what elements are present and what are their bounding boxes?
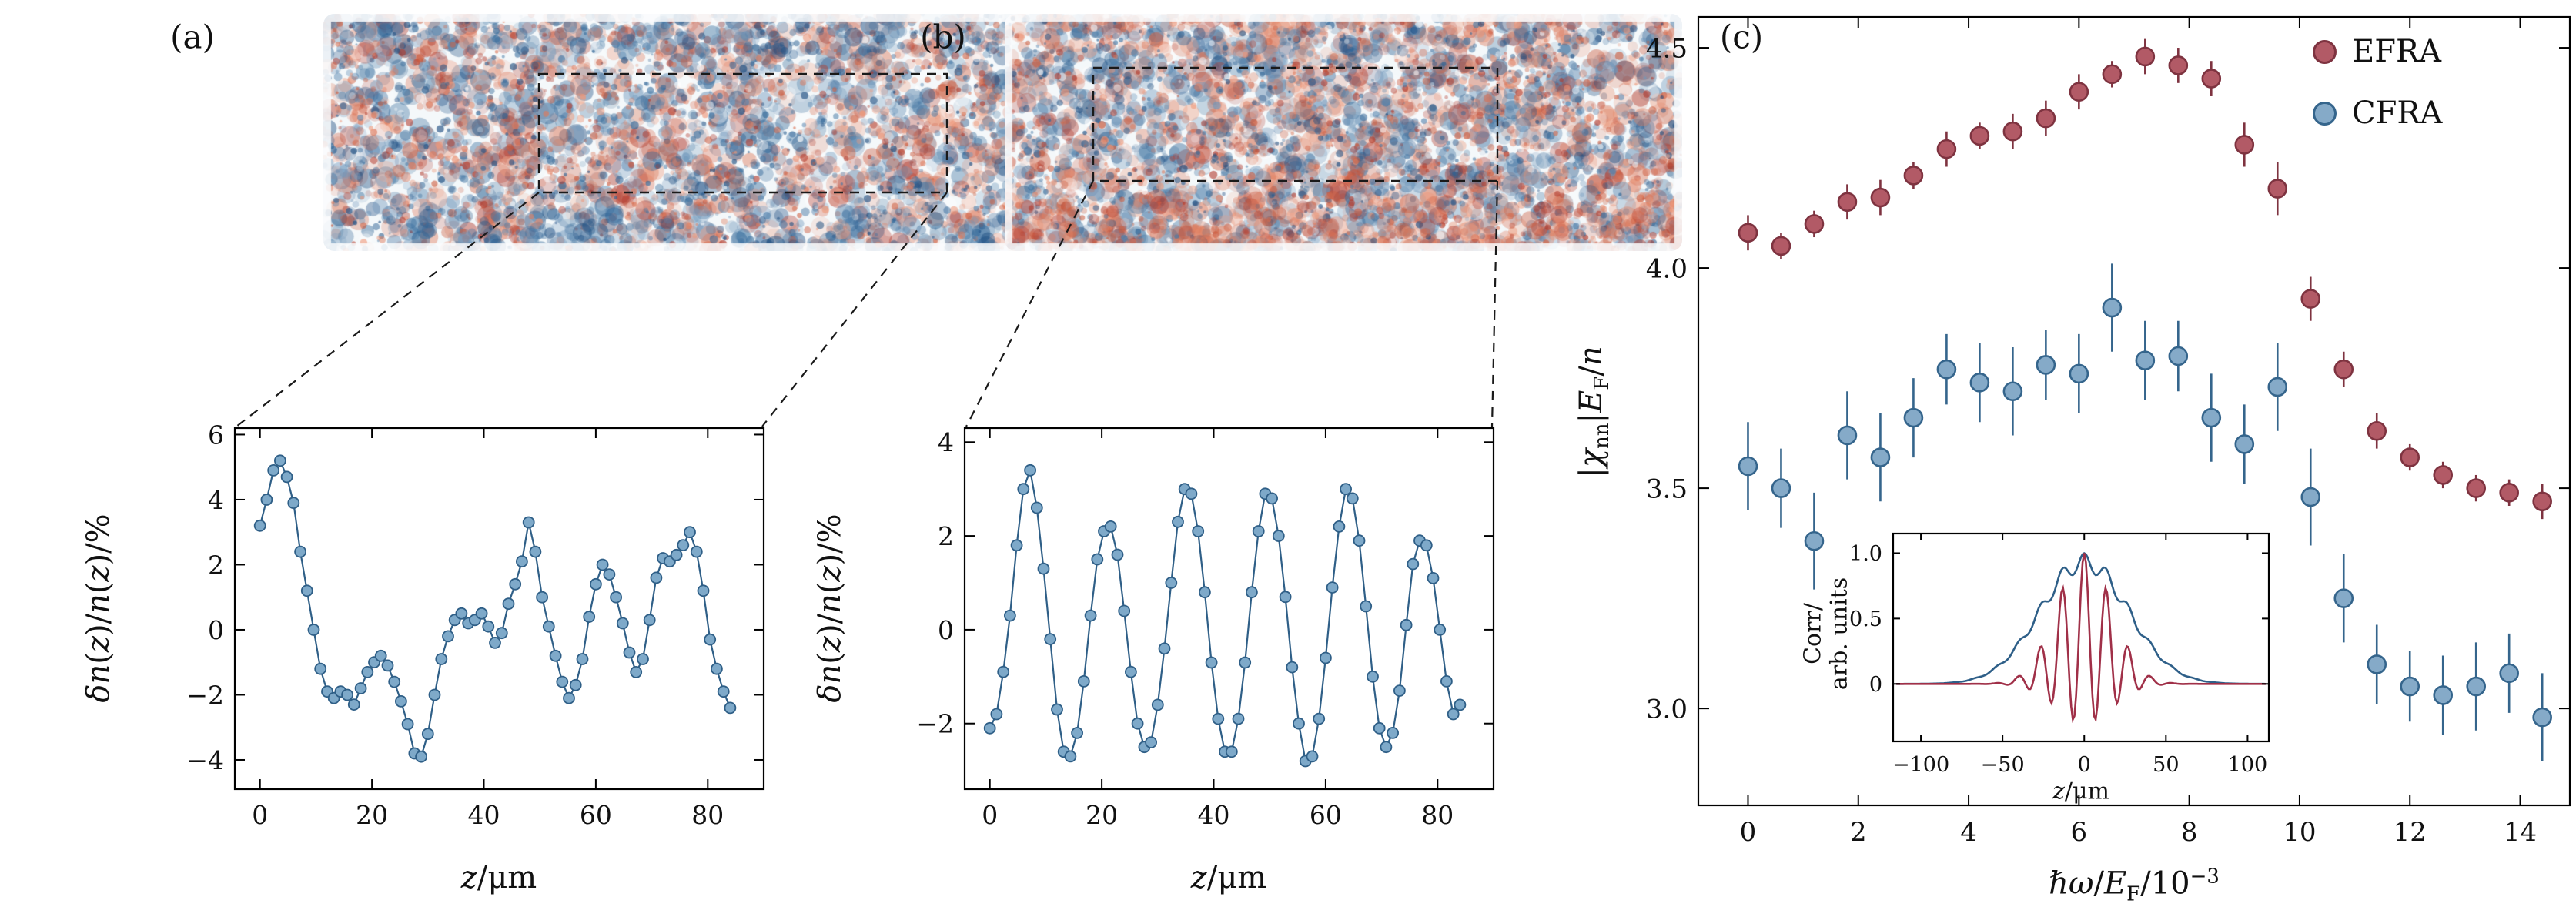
chart-a: 0 20 40 60 80 −4 −2 0 2 4 6 bbox=[186, 420, 765, 830]
legend-label-efra: EFRA bbox=[2352, 34, 2441, 69]
y-tick-label: 1.0 bbox=[1849, 542, 1882, 566]
chart-c-ylabel: |χnn|EF/n bbox=[1574, 346, 1614, 478]
series-a bbox=[253, 454, 737, 763]
series-b bbox=[983, 464, 1467, 768]
y-tick-label: 6 bbox=[208, 420, 224, 450]
axes-frame: −100 −50 0 50 100 0 0.5 1.0 bbox=[1849, 532, 2270, 777]
x-tick-label: 0 bbox=[252, 800, 268, 830]
density-fluctuation-image-a bbox=[323, 14, 1116, 251]
x-tick-label: 2 bbox=[1850, 817, 1867, 848]
zoom-region-rect-a bbox=[537, 72, 948, 194]
density-fluctuation-image-b bbox=[1005, 14, 1682, 251]
x-tick-label: 50 bbox=[2153, 753, 2179, 777]
chart-b-xlabel: z/μm bbox=[1190, 860, 1267, 895]
x-tick-label: 0 bbox=[982, 800, 998, 830]
x-tick-label: −100 bbox=[1892, 753, 1949, 777]
connector-line-a-left bbox=[236, 192, 540, 427]
legend-marker-cfra bbox=[2313, 101, 2337, 126]
chart-b-ylabel: δn(z)/n(z)/% bbox=[812, 514, 848, 703]
inset-xlabel: z/μm bbox=[2052, 778, 2109, 805]
connector-line-a-right bbox=[761, 192, 948, 427]
legend-label-cfra: CFRA bbox=[2352, 95, 2443, 131]
y-tick-label: −2 bbox=[916, 709, 954, 739]
y-tick-label: 0 bbox=[938, 615, 954, 645]
y-tick-label: 3.0 bbox=[1646, 694, 1688, 725]
x-tick-label: 14 bbox=[2504, 817, 2537, 848]
x-tick-label: 12 bbox=[2394, 817, 2427, 848]
inset-curve bbox=[1896, 553, 2266, 724]
x-tick-label: 0 bbox=[2078, 753, 2091, 777]
y-tick-label: −2 bbox=[186, 680, 224, 710]
x-tick-label: 10 bbox=[2283, 817, 2316, 848]
y-tick-label: 4.0 bbox=[1646, 253, 1688, 284]
x-tick-label: 20 bbox=[356, 800, 388, 830]
x-tick-label: 6 bbox=[2071, 817, 2088, 848]
chart-c-xlabel: ℏω/EF/10−3 bbox=[2049, 865, 2220, 906]
axes-frame: 0 20 40 60 80 −2 0 2 4 bbox=[916, 427, 1495, 830]
y-tick-label: 2 bbox=[938, 521, 954, 551]
x-tick-label: 8 bbox=[2181, 817, 2198, 848]
inset-curve bbox=[1896, 551, 2266, 685]
x-tick-label: 40 bbox=[1198, 800, 1230, 830]
inset-ylabel: Corr/arb. units bbox=[1799, 577, 1852, 691]
y-tick-label: −4 bbox=[186, 745, 224, 775]
x-tick-label: 100 bbox=[2228, 753, 2268, 777]
chart-a-ylabel: δn(z)/n(z)/% bbox=[81, 514, 116, 703]
chart-c: 0 2 4 6 8 10 12 14 3.0 3.5 4.0 4.5 bbox=[1646, 15, 2571, 848]
legend-item-efra: EFRA bbox=[2313, 34, 2442, 69]
x-tick-label: 0 bbox=[1740, 817, 1757, 848]
panel-a-label: (a) bbox=[170, 18, 215, 56]
y-tick-label: 0.5 bbox=[1849, 607, 1882, 631]
x-tick-label: 80 bbox=[1421, 800, 1454, 830]
x-tick-label: 60 bbox=[1310, 800, 1342, 830]
connector-line-b-left bbox=[965, 180, 1094, 427]
panel-b-label: (b) bbox=[920, 18, 966, 56]
y-tick-label: 0 bbox=[208, 615, 224, 645]
x-tick-label: 20 bbox=[1086, 800, 1118, 830]
y-tick-label: 4 bbox=[208, 485, 224, 515]
x-tick-label: 60 bbox=[580, 800, 612, 830]
legend-item-cfra: CFRA bbox=[2313, 95, 2442, 131]
series-cfra bbox=[1738, 263, 2552, 761]
x-tick-label: 80 bbox=[691, 800, 724, 830]
panel-c-label: (c) bbox=[1719, 18, 1764, 56]
y-tick-label: 0 bbox=[1869, 673, 1882, 697]
connector-line-b-right bbox=[1490, 180, 1499, 427]
x-tick-label: 4 bbox=[1960, 817, 1977, 848]
legend-marker-efra bbox=[2313, 39, 2337, 64]
y-tick-label: 4 bbox=[938, 427, 954, 457]
y-tick-label: 2 bbox=[208, 550, 224, 580]
x-tick-label: 40 bbox=[468, 800, 500, 830]
x-tick-label: −50 bbox=[1981, 753, 2025, 777]
chart-c-inset: −100 −50 0 50 100 0 0.5 1.0 bbox=[1849, 532, 2270, 777]
y-tick-label: 3.5 bbox=[1646, 474, 1688, 504]
legend: EFRA CFRA bbox=[2313, 34, 2442, 131]
chart-a-xlabel: z/μm bbox=[460, 860, 537, 895]
axes-frame: 0 20 40 60 80 −4 −2 0 2 4 6 bbox=[186, 420, 765, 830]
chart-b: 0 20 40 60 80 −2 0 2 4 bbox=[916, 427, 1495, 830]
series-efra bbox=[1738, 38, 2552, 520]
zoom-region-rect-b bbox=[1092, 66, 1499, 182]
axes-frame: 0 2 4 6 8 10 12 14 3.0 3.5 4.0 4.5 bbox=[1646, 15, 2571, 848]
zoom-annotations bbox=[236, 66, 1499, 427]
y-tick-label: 4.5 bbox=[1646, 33, 1688, 64]
